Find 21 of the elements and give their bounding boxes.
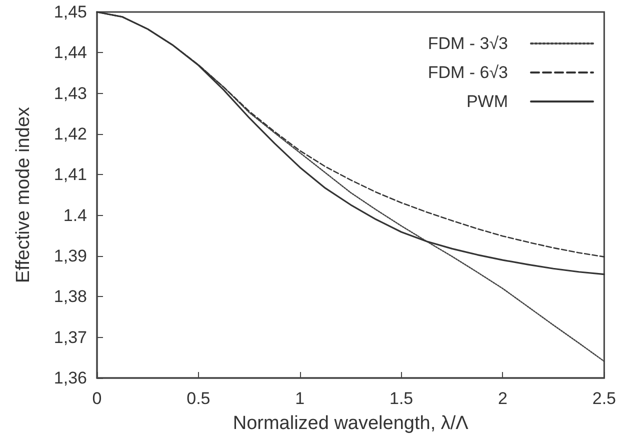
y-tick-label: 1,38	[54, 287, 87, 306]
x-tick-label: 0.5	[186, 389, 210, 408]
y-axis-title: Effective mode index	[13, 106, 34, 284]
y-tick-label: 1.4	[63, 206, 87, 225]
legend-label: PWM	[466, 92, 508, 111]
y-tick-label: 1,39	[54, 246, 87, 266]
legend-label: FDM - 3√3	[428, 34, 508, 53]
y-tick-label: 1,36	[54, 368, 87, 388]
y-tick-label: 1,44	[54, 43, 87, 62]
y-tick-label: 1,43	[54, 84, 87, 103]
legend-label: FDM - 6√3	[428, 63, 508, 82]
x-tick-label: 1	[295, 389, 305, 408]
y-tick-label: 1,45	[54, 2, 87, 22]
x-tick-label: 2	[498, 389, 508, 408]
x-tick-label: 0	[92, 389, 102, 408]
x-tick-label: 2.5	[592, 389, 616, 408]
x-tick-label: 1.5	[389, 389, 414, 408]
y-tick-label: 1,42	[54, 124, 87, 144]
x-axis-title: Normalized wavelength, λ/Λ	[232, 413, 469, 434]
y-tick-label: 1,37	[54, 328, 87, 347]
y-tick-label: 1,41	[54, 165, 87, 184]
